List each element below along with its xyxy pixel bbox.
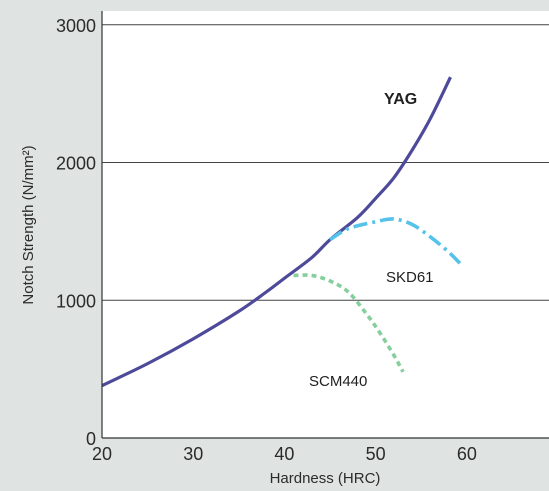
- x-tick-label: 60: [457, 444, 477, 464]
- series-line-scm440: [293, 273, 405, 373]
- series-line-yag: [101, 76, 452, 388]
- x-axis-label: Hardness (HRC): [270, 470, 381, 487]
- series-label-yag: YAG: [384, 91, 417, 108]
- x-tick-label: 20: [92, 444, 112, 464]
- series-label-scm440: SCM440: [309, 373, 367, 390]
- y-axis-label: Notch Strength (N/mm²): [20, 145, 37, 304]
- y-tick-label: 0: [86, 429, 96, 449]
- series-lines: [101, 76, 464, 388]
- x-tick-label: 30: [183, 444, 203, 464]
- y-tick-label: 1000: [56, 291, 96, 311]
- y-tick-label: 3000: [56, 16, 96, 36]
- series-label-skd61: SKD61: [386, 269, 434, 286]
- x-tick-labels: 20 30 40 50 60: [92, 444, 477, 464]
- grid-lines: [102, 24, 549, 301]
- x-tick-label: 40: [274, 444, 294, 464]
- plot-background: [102, 11, 549, 438]
- y-tick-label: 2000: [56, 154, 96, 174]
- y-tick-labels: 0 1000 2000 3000: [56, 16, 96, 449]
- x-tick-label: 50: [366, 444, 386, 464]
